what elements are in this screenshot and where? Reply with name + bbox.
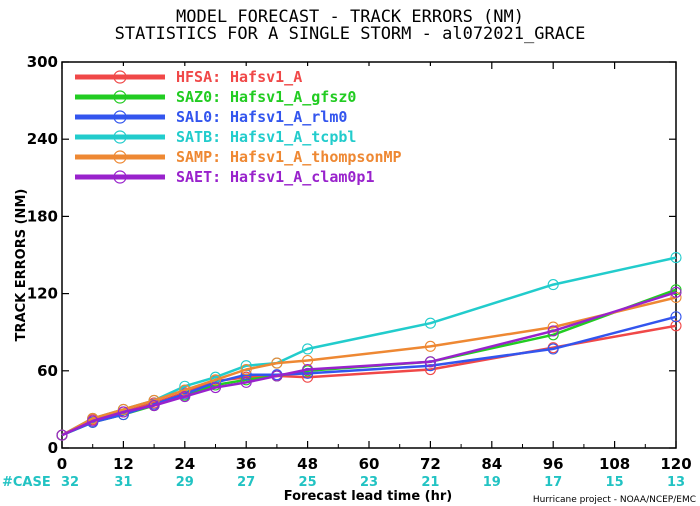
series-sal0: [56, 311, 682, 441]
y-tick-label: 60: [37, 362, 58, 380]
legend-entry: SAMP: Hafsv1_A_thompsonMP: [75, 148, 402, 166]
legend-name: HFSA:: [176, 68, 221, 86]
series-line: [61, 315, 677, 437]
legend-name: SATB:: [176, 128, 221, 146]
x-tick-label: 72: [420, 455, 441, 473]
series-satb: [56, 252, 682, 441]
case-count: 29: [176, 475, 194, 490]
data-point: [240, 363, 252, 376]
y-axis-label: TRACK ERRORS (NM): [14, 189, 29, 342]
x-tick-label: 0: [57, 455, 67, 473]
legend-desc: Hafsv1_A_rlm0: [230, 108, 347, 126]
series-saz0: [56, 284, 682, 441]
y-tick-label: 180: [27, 207, 58, 225]
y-tick-label: 300: [27, 53, 58, 71]
data-point: [547, 343, 559, 355]
data-point: [209, 381, 222, 394]
series-group: [56, 252, 682, 441]
legend-entry: SAL0: Hafsv1_A_rlm0: [75, 108, 347, 126]
y-tick-label: 0: [48, 439, 58, 457]
data-point: [240, 376, 252, 388]
case-count: 19: [483, 475, 501, 490]
data-point: [179, 384, 191, 396]
data-point: [117, 406, 129, 418]
legend-entry: SAET: Hafsv1_A_clam0p1: [75, 168, 375, 186]
legend-name: SAZ0:: [176, 88, 221, 106]
chart-title: MODEL FORECAST - TRACK ERRORS (NM): [176, 7, 524, 27]
x-tick-label: 12: [113, 455, 134, 473]
series-line: [61, 291, 677, 437]
legend-swatch-marker: [113, 130, 127, 144]
x-tick-label: 84: [481, 455, 502, 473]
tick-labels: 0 60 120 180 240 300 0 12 24 36 48 60 72 84 96 108 120: [27, 53, 692, 473]
legend-desc: Hafsv1_A: [230, 68, 302, 86]
series-line: [61, 288, 677, 437]
legend-desc: Hafsv1_A_gfsz0: [230, 88, 356, 106]
legend-swatch-marker: [113, 170, 127, 184]
data-point: [424, 317, 436, 329]
legend-desc: Hafsv1_A_tcpbl: [230, 128, 356, 146]
y-tick-label: 120: [27, 285, 58, 303]
credit-text: Hurricane project - NOAA/NCEP/EMC: [533, 495, 696, 505]
case-count: 17: [544, 475, 562, 490]
legend-swatch-marker: [113, 70, 127, 84]
legend-background: [70, 66, 446, 190]
legend-name: SAMP:: [176, 148, 221, 166]
x-tick-label: 96: [543, 455, 564, 473]
x-tick-label: 36: [236, 455, 257, 473]
x-tick-label: 24: [174, 455, 195, 473]
case-count: 21: [421, 475, 439, 490]
case-count: 13: [667, 475, 685, 490]
case-count: 25: [299, 475, 317, 490]
legend-entry: SATB: Hafsv1_A_tcpbl: [75, 128, 356, 146]
data-point: [87, 415, 99, 427]
legend-swatch-marker: [113, 110, 127, 124]
data-point: [148, 399, 160, 412]
data-point: [56, 429, 68, 441]
legend-name: SAL0:: [176, 108, 221, 126]
x-tick-label: 48: [297, 455, 318, 473]
data-point: [179, 390, 191, 403]
legend-entry: HFSA: Hafsv1_A: [75, 68, 302, 86]
data-point: [424, 356, 436, 368]
data-point: [271, 370, 283, 382]
x-tick-label: 120: [660, 455, 691, 473]
data-point: [424, 340, 436, 352]
case-label: #CASE: [2, 475, 51, 490]
case-count: 27: [237, 475, 255, 490]
x-tick-label: 108: [599, 455, 630, 473]
data-point: [670, 286, 682, 298]
x-tick-label: 60: [359, 455, 380, 473]
legend-swatch-marker: [113, 150, 127, 164]
data-point: [547, 325, 559, 337]
case-counts: #CASE 32 31 29 27 25 23 21 19 17 15 13: [2, 475, 685, 490]
case-count: 23: [360, 475, 378, 490]
data-point: [117, 403, 129, 415]
case-count: 31: [114, 475, 132, 490]
legend-desc: Hafsv1_A_clam0p1: [230, 168, 375, 186]
data-point: [670, 311, 682, 323]
data-point: [271, 357, 283, 369]
legend-entry: SAZ0: Hafsv1_A_gfsz0: [75, 88, 356, 106]
data-point: [302, 363, 314, 376]
case-count: 32: [61, 475, 79, 490]
data-point: [547, 279, 559, 291]
data-point: [670, 284, 682, 296]
legend-desc: Hafsv1_A_thompsonMP: [230, 148, 402, 166]
legend-swatch-marker: [113, 90, 127, 104]
data-point: [302, 354, 314, 367]
legend-name: SAET:: [176, 168, 221, 186]
y-tick-label: 240: [27, 130, 58, 148]
series-saet: [56, 286, 682, 441]
chart-subtitle: STATISTICS FOR A SINGLE STORM - al072021…: [115, 24, 586, 44]
data-point: [302, 343, 314, 355]
data-point: [209, 374, 222, 386]
data-point: [670, 252, 682, 264]
x-axis-label: Forecast lead time (hr): [284, 489, 452, 504]
legend: HFSA: Hafsv1_A SAZ0: Hafsv1_A_gfsz0 SAL0: Haf…: [70, 66, 446, 190]
data-point: [670, 320, 682, 332]
case-count: 15: [606, 475, 624, 490]
series-line: [61, 324, 677, 437]
